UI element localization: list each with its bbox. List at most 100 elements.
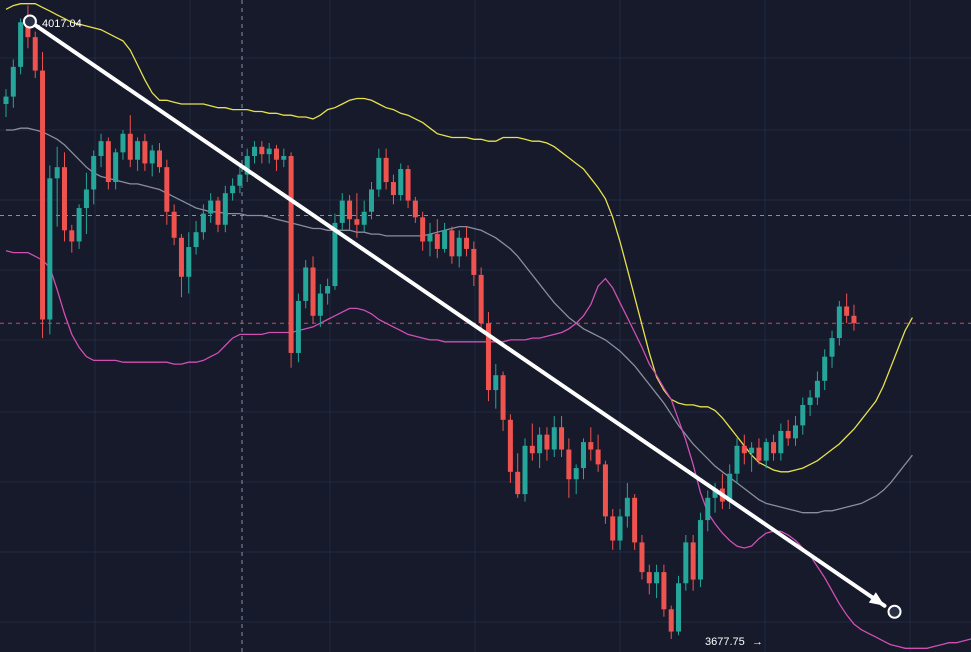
candle-body bbox=[383, 157, 389, 183]
candle bbox=[47, 165, 53, 335]
candle-body bbox=[303, 267, 309, 301]
candle bbox=[76, 204, 82, 249]
candle bbox=[230, 178, 236, 201]
candle bbox=[785, 419, 791, 446]
candle-body bbox=[113, 152, 119, 183]
candle-body bbox=[749, 447, 755, 454]
candle-body bbox=[98, 141, 104, 157]
candle bbox=[741, 434, 747, 465]
candle-body bbox=[624, 497, 630, 517]
candle-body bbox=[47, 178, 53, 320]
candle-body bbox=[259, 146, 265, 155]
candle-body bbox=[171, 211, 177, 238]
candle-body bbox=[434, 234, 440, 249]
candle-body bbox=[712, 488, 718, 498]
candle-body bbox=[310, 267, 316, 316]
candle bbox=[573, 464, 579, 495]
candle-body bbox=[500, 375, 506, 420]
candle bbox=[208, 193, 214, 223]
candle bbox=[632, 494, 638, 550]
candle bbox=[639, 534, 645, 580]
candle-body bbox=[654, 572, 660, 584]
candle bbox=[127, 115, 133, 168]
candle-body bbox=[18, 22, 24, 67]
candle-body bbox=[288, 156, 294, 353]
candle bbox=[844, 293, 850, 324]
candle-body bbox=[244, 156, 250, 175]
candle bbox=[420, 211, 426, 251]
candle bbox=[149, 144, 155, 177]
bollinger-upper-line bbox=[5, 3, 913, 473]
candle-body bbox=[142, 141, 148, 164]
candle-body bbox=[427, 234, 433, 242]
candle-body bbox=[507, 419, 513, 472]
candle-body bbox=[376, 157, 382, 190]
candle-body bbox=[537, 434, 543, 454]
candle bbox=[339, 193, 345, 231]
candle-body bbox=[800, 404, 806, 426]
candle bbox=[646, 564, 652, 595]
candle-body bbox=[420, 217, 426, 242]
candle bbox=[259, 141, 265, 164]
bollinger-bands bbox=[5, 3, 971, 649]
candle-body bbox=[471, 248, 477, 275]
candle-body bbox=[281, 156, 287, 160]
candle-body bbox=[610, 516, 616, 541]
candle bbox=[237, 167, 243, 194]
candle bbox=[244, 148, 250, 183]
candle bbox=[200, 204, 206, 240]
candle bbox=[120, 130, 126, 160]
high-label-arrow-icon: ← bbox=[31, 18, 42, 30]
candle-body bbox=[347, 200, 353, 220]
candle-body bbox=[3, 96, 9, 105]
trend-arrow-start-handle bbox=[22, 14, 37, 29]
trend-arrow[interactable] bbox=[22, 14, 902, 619]
candle bbox=[485, 312, 491, 402]
candle bbox=[778, 423, 784, 461]
candle bbox=[354, 193, 360, 238]
candles[interactable] bbox=[3, 5, 857, 639]
candle-body bbox=[829, 338, 835, 357]
candle bbox=[529, 423, 535, 461]
candle-body bbox=[676, 583, 682, 632]
candle-body bbox=[778, 430, 784, 454]
candle-body bbox=[551, 427, 557, 450]
candle-body bbox=[157, 150, 163, 168]
candle-body bbox=[120, 133, 126, 153]
candle-body bbox=[186, 247, 192, 277]
candle bbox=[814, 371, 820, 405]
candle bbox=[493, 364, 499, 409]
trend-arrow-head bbox=[868, 592, 885, 606]
candle bbox=[471, 241, 477, 287]
high-price-label: 4017.04 bbox=[42, 18, 82, 30]
candle bbox=[683, 534, 689, 591]
candle-body bbox=[683, 542, 689, 584]
candle-body bbox=[222, 193, 228, 225]
candle-body bbox=[442, 230, 448, 249]
candle bbox=[456, 230, 462, 268]
candle-body bbox=[566, 449, 572, 480]
candle bbox=[610, 508, 616, 550]
candle-body bbox=[273, 148, 279, 160]
candle bbox=[332, 213, 338, 290]
candle bbox=[749, 442, 755, 472]
candle bbox=[551, 416, 557, 457]
candle-body bbox=[40, 70, 46, 320]
candle bbox=[222, 185, 228, 233]
candle-body bbox=[544, 434, 550, 450]
candle-body bbox=[449, 230, 455, 257]
candle-body bbox=[369, 189, 374, 212]
candle bbox=[500, 371, 506, 431]
candle-body bbox=[529, 445, 535, 454]
candle bbox=[478, 267, 484, 331]
candle-body bbox=[390, 182, 396, 196]
candle bbox=[54, 146, 60, 227]
candle-body bbox=[164, 167, 170, 212]
candle bbox=[654, 564, 660, 599]
candle-body bbox=[149, 150, 155, 164]
candle bbox=[507, 414, 513, 483]
candle bbox=[602, 460, 608, 524]
candle bbox=[376, 148, 382, 197]
bollinger-lower-line bbox=[5, 250, 971, 649]
